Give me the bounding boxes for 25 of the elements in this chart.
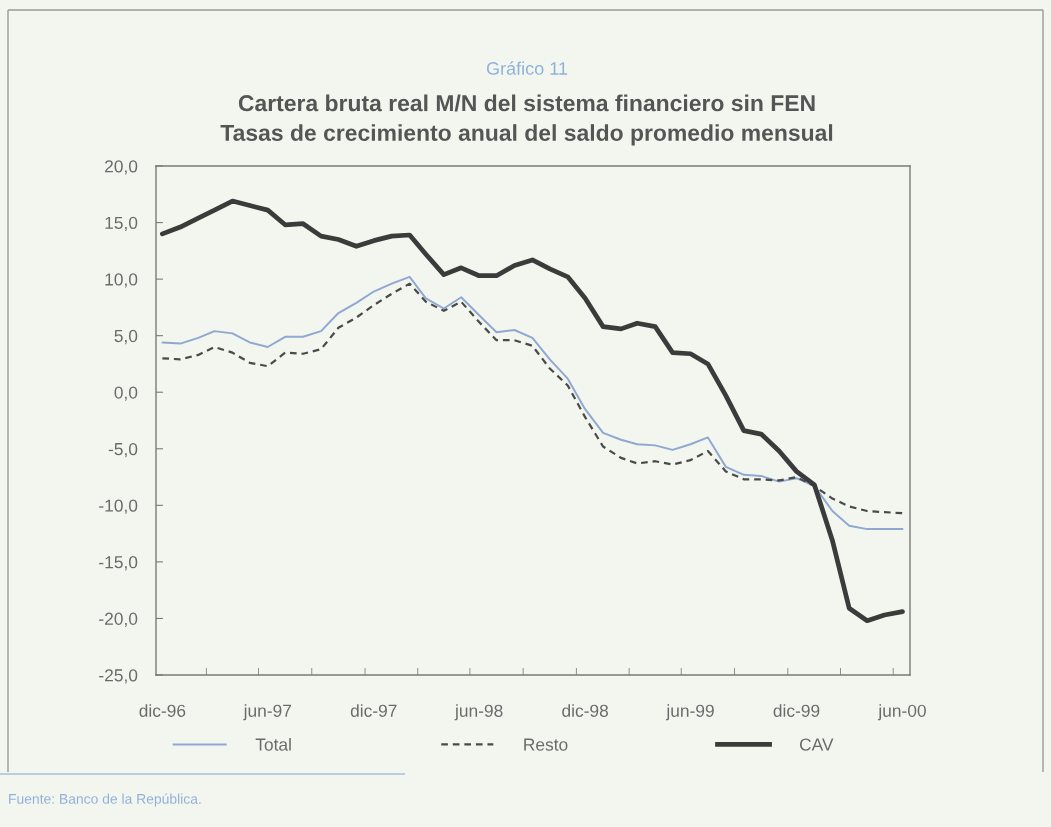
source-note: Fuente: Banco de la República. [9,793,201,807]
y-tick-label: 0,0 [114,386,138,401]
y-tick-label: -25,0 [99,669,138,684]
y-tick-label: -5,0 [108,442,138,458]
x-tick-label: jun-97 [243,704,292,721]
y-tick-label: 5,0 [114,329,138,345]
x-tick-label: jun-00 [877,704,926,721]
y-tick-label: 15,0 [105,216,138,232]
y-tick-label: -10,0 [99,499,138,514]
x-tick-label: jun-98 [454,704,503,721]
x-tick-label: jun-99 [665,704,714,721]
line-series [160,198,905,624]
chart-subtitle: Cartera bruta real M/N del sistema financiero sin FEN Tasas de crecimiento anual del saldo promedio mensual [220,94,833,146]
x-tick-label: dic-97 [350,704,397,717]
y-tick-label: -15,0 [99,556,138,571]
chart-title: Gráfico 11 [486,61,568,75]
legend-label: CAV [799,738,834,751]
x-tick-label: dic-98 [562,704,609,717]
legend-label: Total [255,737,291,751]
legend-label: Resto [524,738,568,751]
x-tick-label: dic-96 [139,704,186,717]
y-tick-label: -20,0 [99,612,138,627]
y-tick-label: 20,0 [105,160,138,175]
y-tick-label: 10,0 [105,273,138,288]
x-tick-label: dic-99 [773,704,820,717]
